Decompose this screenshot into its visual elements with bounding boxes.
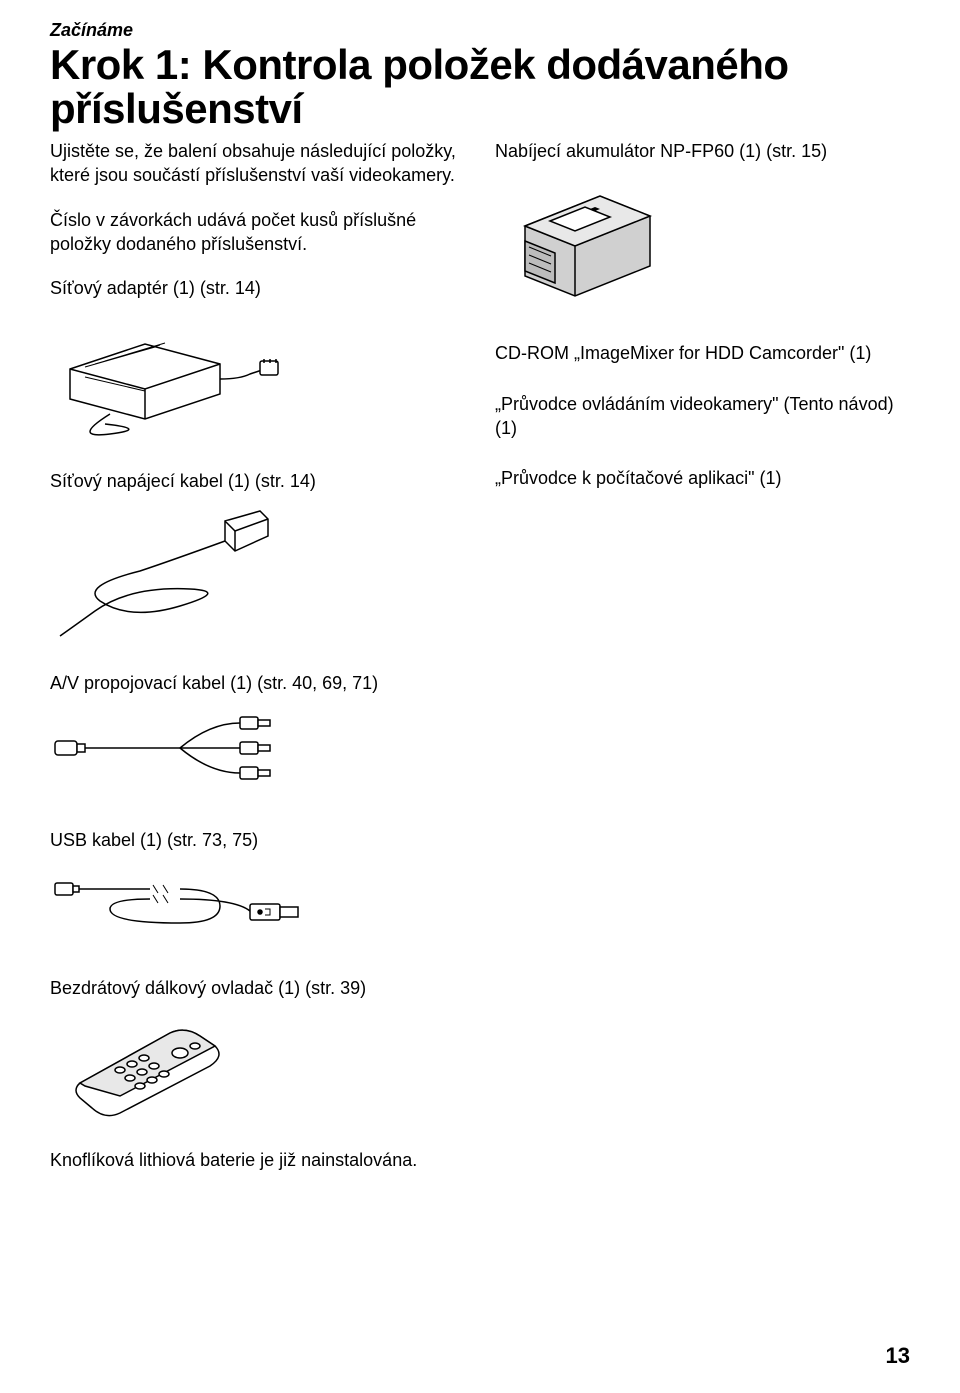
item-av-cable-label: A/V propojovací kabel (1) (str. 40, 69, … xyxy=(50,671,465,695)
item-guide1-label: „Průvodce ovládáním videokamery" (Tento … xyxy=(495,392,910,441)
item-usb-cable-illustration xyxy=(50,861,465,946)
two-column-layout: Ujistěte se, že balení obsahuje následuj… xyxy=(50,139,910,1180)
section-label: Začínáme xyxy=(50,20,910,41)
item-power-cable-label: Síťový napájecí kabel (1) (str. 14) xyxy=(50,469,465,493)
item-remote-label: Bezdrátový dálkový ovladač (1) (str. 39) xyxy=(50,976,465,1000)
intro-paragraph-1: Ujistěte se, že balení obsahuje následuj… xyxy=(50,139,465,188)
item-cdrom-label: CD-ROM „ImageMixer for HDD Camcorder" (1… xyxy=(495,341,910,365)
right-column: Nabíjecí akumulátor NP-FP60 (1) (str. 15… xyxy=(495,139,910,1180)
item-guide2-label: „Průvodce k počítačové aplikaci" (1) xyxy=(495,466,910,490)
intro-paragraph-2: Číslo v závorkách udává počet kusů přísl… xyxy=(50,208,465,257)
item-remote-note: Knoflíková lithiová baterie je již nains… xyxy=(50,1148,465,1172)
item-battery-label: Nabíjecí akumulátor NP-FP60 (1) (str. 15… xyxy=(495,139,910,163)
item-av-cable-illustration xyxy=(50,703,465,798)
item-remote-illustration xyxy=(50,1008,465,1118)
item-power-cable-illustration xyxy=(50,501,465,641)
item-usb-cable-label: USB kabel (1) (str. 73, 75) xyxy=(50,828,465,852)
left-column: Ujistěte se, že balení obsahuje následuj… xyxy=(50,139,465,1180)
item-adapter-illustration xyxy=(50,309,465,439)
item-adapter-label: Síťový adaptér (1) (str. 14) xyxy=(50,276,465,300)
item-battery-illustration xyxy=(495,171,910,311)
page-number: 13 xyxy=(886,1343,910,1369)
page-title: Krok 1: Kontrola položek dodávaného přís… xyxy=(50,43,910,131)
